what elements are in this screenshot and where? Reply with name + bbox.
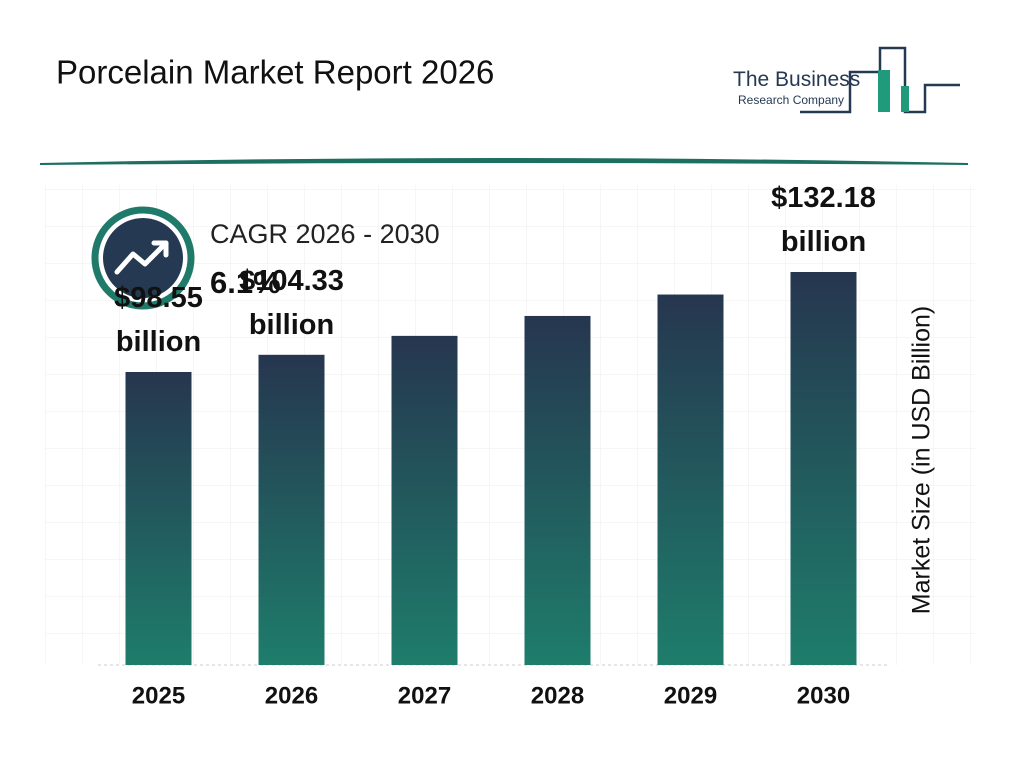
x-tick-label: 2026 <box>265 682 318 709</box>
divider <box>39 158 969 165</box>
x-tick-label: 2025 <box>132 682 185 709</box>
x-tick-label: 2030 <box>797 682 850 709</box>
logo: The Business Research Company <box>733 46 960 114</box>
y-axis-label: Market Size (in USD Billion) <box>908 306 936 614</box>
value-label: $104.33 billion <box>239 264 344 341</box>
bar <box>125 371 192 665</box>
x-tick-label: 2029 <box>664 682 717 709</box>
x-tick-label: 2028 <box>531 682 584 709</box>
bar <box>258 354 325 665</box>
value-label: $98.55 billion <box>114 282 203 358</box>
brand-name: The Business <box>733 68 860 91</box>
value-label: $132.18 billion <box>771 182 876 258</box>
brand-subtitle: Research Company <box>738 93 844 107</box>
chart-title: Porcelain Market Report 2026 <box>56 54 494 91</box>
bar <box>524 315 591 665</box>
bar <box>657 294 724 665</box>
cagr-icon <box>91 206 195 310</box>
bar <box>790 272 857 665</box>
bar <box>391 335 458 665</box>
cagr-value: 6.1% <box>210 265 281 300</box>
cagr-label: CAGR 2026 - 2030 <box>210 219 440 249</box>
x-tick-label: 2027 <box>398 682 451 709</box>
